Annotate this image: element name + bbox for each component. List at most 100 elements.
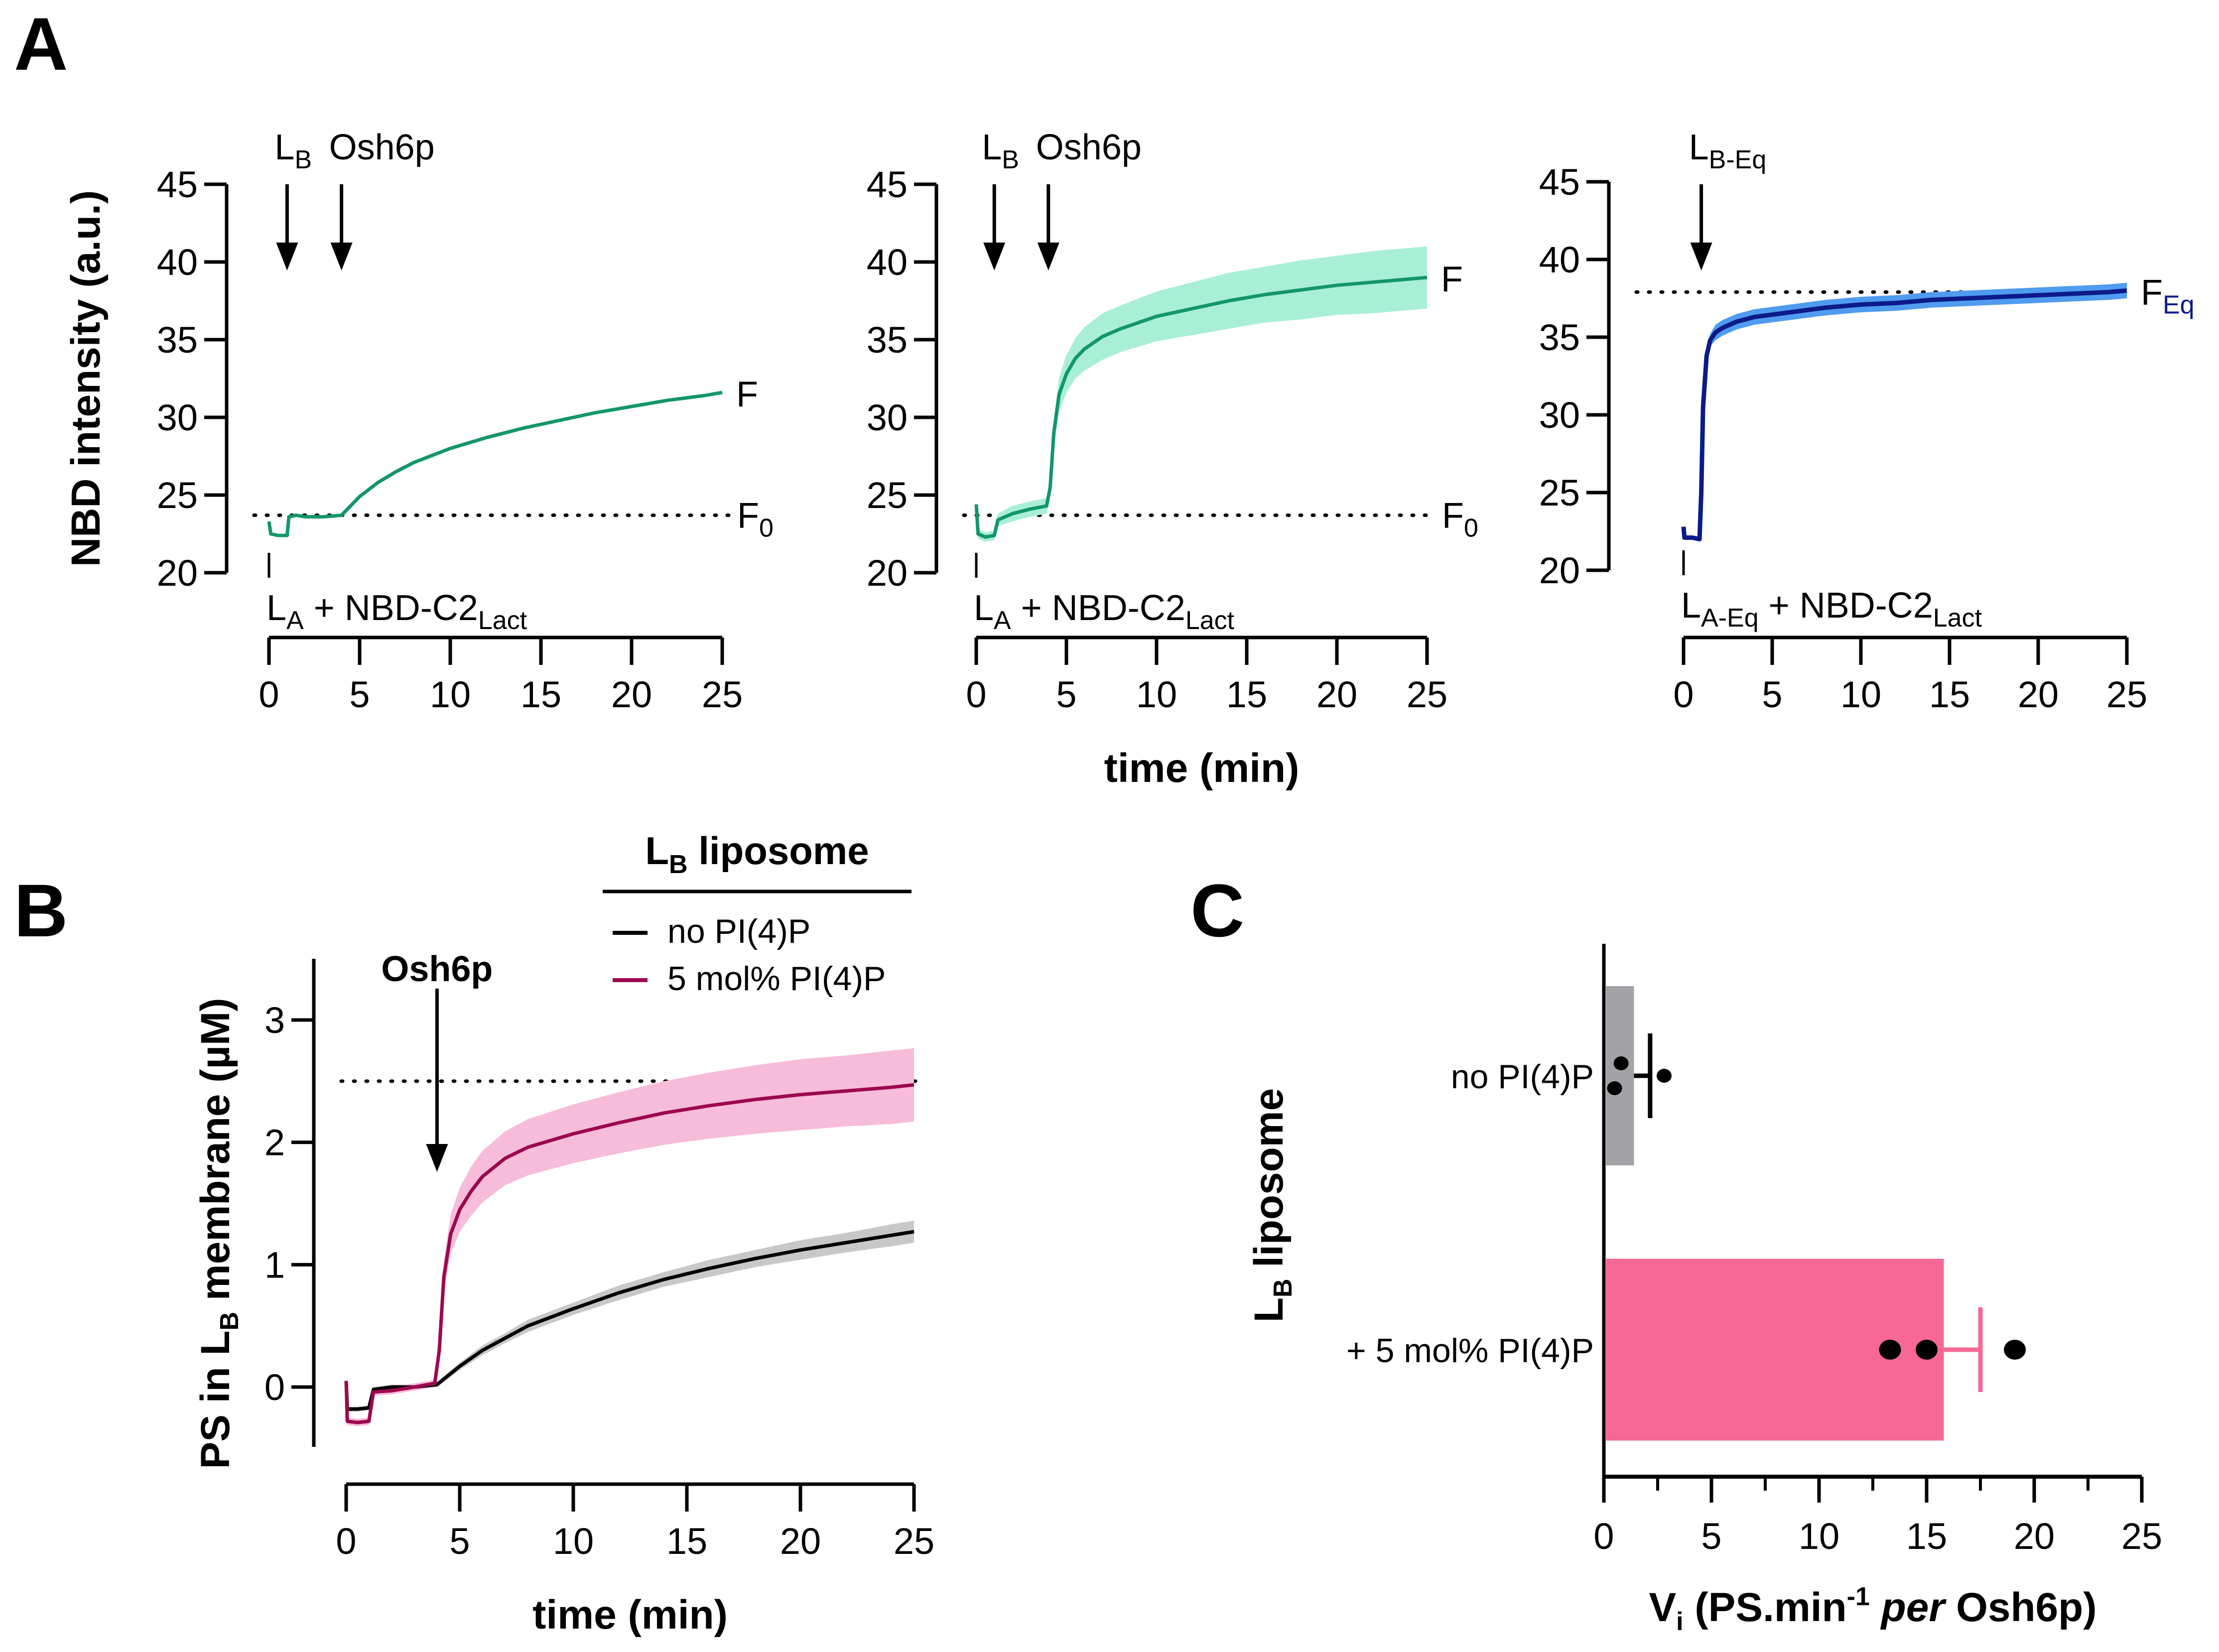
y-tick-label: 35: [157, 319, 198, 361]
y-tick-label: 35: [867, 319, 908, 361]
x-tick-label: 20: [2014, 1516, 2055, 1557]
addition-label-sub: A-Eq: [1701, 604, 1759, 633]
category-label: no PI(4)P: [1451, 1058, 1594, 1096]
x-tick-label: 15: [1906, 1516, 1947, 1557]
y-tick-label: 35: [1539, 317, 1580, 358]
x-tick-label: 5: [449, 1521, 470, 1562]
x-tick-label: 25: [702, 674, 743, 715]
x-tick-label: 10: [1840, 674, 1881, 715]
y-tick-label: 30: [157, 397, 198, 438]
arrow-label-sub: B-Eq: [1709, 145, 1767, 174]
data-point: [1656, 1069, 1672, 1083]
legend-title-suffix: liposome: [688, 829, 869, 873]
y-tick-label: 20: [867, 552, 908, 594]
y-axis-title: LB liposome: [1246, 1088, 1298, 1322]
x-axis-title-sup: -1: [1847, 1582, 1870, 1611]
y-tick-label: 40: [1539, 239, 1580, 280]
x-tick-label: 5: [349, 674, 370, 715]
legend-label: no PI(4)P: [667, 912, 810, 950]
data-point: [1613, 1056, 1629, 1070]
x-tick-label: 5: [1056, 674, 1076, 715]
y-axis-title: PS in LB membrane (µM): [193, 998, 244, 1469]
legend-title-sub: B: [669, 850, 688, 879]
bar-0: [1605, 986, 1634, 1165]
addition-label: LA + NBD-C2Lact: [974, 588, 1235, 635]
arrow-label: Osh6p: [329, 127, 435, 167]
x-axis-title: time (min): [532, 1592, 728, 1638]
chart-a1: 20 25 30 35 40 45 0 5 10 15 20 25 F0 F LB Osh6p LA + NBD…: [63, 127, 774, 715]
x-tick-label: 0: [1593, 1516, 1614, 1557]
legend: LB liposome no PI(4)P 5 mol% PI(4)P: [603, 829, 912, 998]
arrow-label-sub: B: [1002, 145, 1019, 174]
x-tick-label: 25: [1407, 674, 1447, 715]
x-tick-label: 10: [430, 674, 471, 715]
x-axis-title-italic: per: [1870, 1585, 1947, 1630]
x-axis-title: Vi (PS.min-1 per Osh6p): [1649, 1582, 2096, 1636]
x-tick-label: 20: [611, 674, 652, 715]
y-tick-label: 40: [157, 242, 198, 283]
x-tick-label: 0: [259, 674, 279, 715]
arrow-label: LB: [982, 127, 1019, 174]
y-axis-title-suffix: liposome: [1246, 1088, 1292, 1279]
arrow-label: Osh6p: [381, 949, 493, 989]
reference-label-sub: 0: [1464, 514, 1478, 543]
chart-a3: 20 25 30 35 40 45 0 5 10 15 20 25 FEq LB-Eq LA-Eq + NB…: [1539, 127, 2195, 715]
x-tick-label: 5: [1701, 1516, 1721, 1557]
x-tick-label: 0: [966, 674, 986, 715]
y-tick-label: 20: [1539, 550, 1580, 591]
arrow-label: LB: [274, 127, 312, 174]
y-tick-label: 3: [264, 1000, 285, 1041]
x-tick-label: 10: [553, 1521, 594, 1562]
y-tick-label: 45: [1539, 161, 1580, 203]
end-label-sub: Eq: [2163, 290, 2195, 319]
x-axis-title-rest: (PS.min: [1684, 1585, 1847, 1630]
legend-title: LB liposome: [645, 829, 869, 879]
category-label: + 5 mol% PI(4)P: [1346, 1332, 1594, 1370]
series-line-0: [267, 390, 723, 537]
arrow-label: Osh6p: [1036, 127, 1142, 167]
series-line-0: [974, 275, 1428, 539]
addition-label: LA + NBD-C2Lact: [266, 588, 527, 635]
addition-label-suffix: + NBD-C2: [304, 588, 478, 628]
addition-label-suffix-sub: Lact: [1933, 604, 1982, 633]
arrow-label: LB-Eq: [1689, 127, 1767, 174]
panel-label-b: B: [14, 869, 68, 952]
x-axis-title-end: Osh6p): [1945, 1585, 2096, 1630]
chart-b: 0 1 2 3 0 5 10 15 20 25 Osh6p PS in LB membrane (µM…: [193, 829, 934, 1638]
x-tick-label: 0: [1673, 674, 1694, 715]
arrow-0-head: [1690, 243, 1712, 270]
x-tick-label: 20: [2018, 674, 2059, 715]
end-label: F: [736, 375, 758, 414]
x-axis-title-sub: i: [1676, 1607, 1683, 1636]
end-label: F: [1441, 259, 1463, 299]
y-tick-label: 25: [157, 475, 198, 516]
arrow-label-sub: B: [294, 145, 312, 174]
x-tick-label: 25: [2106, 674, 2147, 715]
reference-label-sub: 0: [759, 514, 774, 543]
osh6p-arrow-head: [426, 1144, 448, 1172]
addition-label-suffix: + NBD-C2: [1759, 586, 1933, 626]
error-band-0: [976, 246, 1427, 542]
y-axis-title-suffix: membrane (µM): [193, 998, 238, 1312]
x-tick-label: 0: [336, 1521, 356, 1562]
y-axis-title: NBD intensity (a.u.): [63, 190, 109, 567]
x-tick-label: 20: [780, 1521, 821, 1562]
x-tick-label: 20: [1316, 674, 1357, 715]
chart-a2: 20 25 30 35 40 45 0 5 10 15 20 25 F0 F LB Osh6p LA + NBD…: [867, 127, 1478, 791]
x-tick-label: 5: [1762, 674, 1782, 715]
y-tick-label: 40: [867, 242, 908, 283]
y-tick-label: 45: [157, 164, 198, 205]
addition-label-suffix-sub: Lact: [1185, 606, 1235, 635]
arrow-0-head: [276, 243, 298, 270]
arrow-1-head: [1037, 243, 1059, 270]
y-tick-label: 20: [157, 552, 198, 594]
y-axis-title-sub: B: [215, 1312, 244, 1331]
reference-label: F0: [1442, 496, 1478, 543]
y-axis-title-sub: B: [1269, 1279, 1298, 1298]
data-point: [1916, 1340, 1938, 1360]
x-axis-title: time (min): [1104, 746, 1300, 791]
x-tick-label: 15: [521, 674, 561, 715]
addition-label-sub: A: [286, 606, 304, 635]
